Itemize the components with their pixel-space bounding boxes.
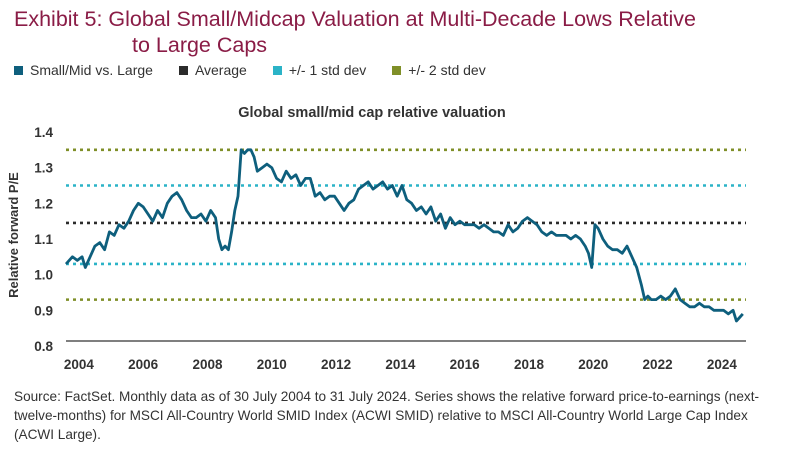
- legend-swatch-series: [14, 65, 23, 75]
- x-tick-labels: 2004 2006 2008 2010 2012 2014 2016 2018 2020 2022…: [64, 357, 738, 372]
- x-tick-label: 2008: [192, 357, 223, 372]
- x-tick-label: 2004: [64, 357, 95, 372]
- legend-label-1std: +/- 1 std dev: [288, 62, 367, 78]
- legend-item-1std: +/- 1 std dev: [272, 62, 367, 78]
- legend-swatch-average: [178, 65, 188, 75]
- legend-item-average: Average: [178, 62, 247, 78]
- series-line-0: [64, 148, 744, 323]
- legend-swatch-2std: [392, 65, 402, 75]
- source-note: Source: FactSet. Monthly data as of 30 J…: [14, 389, 760, 442]
- relative-valuation-chart: Global small/mid cap relative valuation …: [6, 105, 746, 372]
- y-tick-label: 1.3: [34, 161, 53, 176]
- chart-title: Global small/mid cap relative valuation: [238, 105, 506, 121]
- x-tick-label: 2020: [578, 357, 608, 372]
- x-tick-label: 2014: [385, 357, 416, 372]
- exhibit-title: Exhibit 5: Global Small/Midcap Valuation…: [14, 6, 794, 58]
- y-tick-label: 1.4: [34, 125, 53, 140]
- title-line-2: to Large Caps: [132, 33, 268, 57]
- x-tick-label: 2012: [321, 357, 351, 372]
- legend-item-series: Small/Mid vs. Large: [14, 62, 153, 78]
- legend-swatch-1std: [272, 65, 282, 75]
- x-tick-label: 2024: [707, 357, 738, 372]
- reference-lines: [66, 148, 746, 301]
- legend-label-2std: +/- 2 std dev: [408, 62, 486, 78]
- legend-item-2std: +/- 2 std dev: [392, 62, 486, 78]
- x-tick-label: 2022: [643, 357, 673, 372]
- x-tick-label: 2006: [128, 357, 159, 372]
- y-tick-label: 0.8: [34, 339, 53, 354]
- y-tick-label: 1.2: [34, 196, 53, 211]
- y-axis-label: Relative forward P/E: [6, 172, 21, 298]
- legend-label-series: Small/Mid vs. Large: [30, 62, 153, 78]
- series-layer: [64, 148, 744, 323]
- y-tick-labels: 0.8 0.9 1.0 1.1 1.2 1.3 1.4: [34, 125, 53, 354]
- title-line-1: Exhibit 5: Global Small/Midcap Valuation…: [14, 7, 696, 31]
- chart-legend: Small/Mid vs. Large Average +/- 1 std de…: [14, 62, 486, 78]
- y-tick-label: 1.0: [34, 268, 53, 283]
- x-tick-label: 2018: [514, 357, 545, 372]
- y-tick-label: 0.9: [34, 303, 53, 318]
- legend-label-average: Average: [194, 62, 247, 78]
- x-tick-label: 2016: [450, 357, 481, 372]
- y-tick-label: 1.1: [34, 232, 53, 247]
- x-tick-label: 2010: [257, 357, 287, 372]
